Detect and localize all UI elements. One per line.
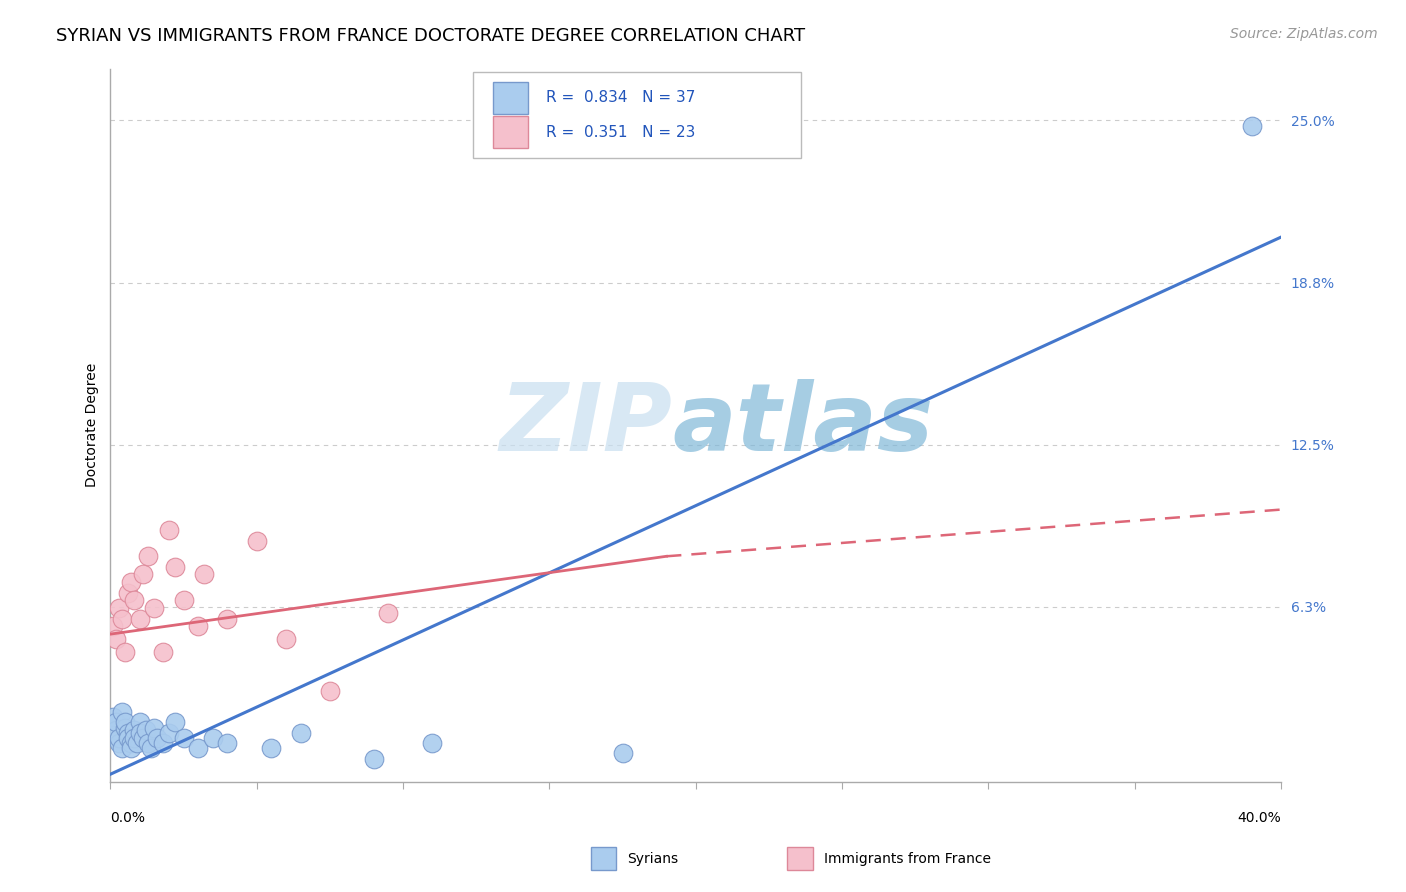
Point [377, 607, 399, 621]
Text: Source: ZipAtlas.com: Source: ZipAtlas.com [1230, 27, 1378, 41]
Point [138, 549, 160, 564]
Point [420, 736, 443, 750]
Point [173, 731, 195, 745]
Text: SYRIAN VS IMMIGRANTS FROM FRANCE DOCTORATE DEGREE CORRELATION CHART: SYRIAN VS IMMIGRANTS FROM FRANCE DOCTORA… [56, 27, 806, 45]
Point [108, 731, 131, 745]
Point [201, 731, 224, 745]
Point [114, 645, 136, 659]
Point [143, 721, 166, 735]
Point [363, 752, 385, 766]
Text: atlas: atlas [672, 379, 934, 471]
Point [122, 593, 145, 607]
Point [319, 684, 342, 698]
Text: 0.0%: 0.0% [111, 811, 145, 824]
Point [111, 741, 134, 756]
Point [612, 747, 634, 761]
Point [125, 736, 148, 750]
Point [131, 567, 153, 582]
Point [128, 725, 150, 739]
Point [105, 715, 128, 730]
Point [157, 725, 180, 739]
Point [290, 725, 312, 739]
Point [120, 575, 142, 590]
Text: R =  0.834   N = 37: R = 0.834 N = 37 [546, 90, 695, 105]
Point [114, 721, 136, 735]
Point [117, 585, 139, 599]
Point [103, 710, 125, 724]
Point [143, 601, 166, 615]
Text: Immigrants from France: Immigrants from France [824, 852, 991, 865]
Point [105, 723, 128, 738]
Text: R =  0.351   N = 23: R = 0.351 N = 23 [546, 125, 695, 140]
Point [135, 723, 157, 738]
Point [152, 645, 174, 659]
Point [103, 619, 125, 633]
Point [163, 559, 186, 574]
Point [1240, 119, 1263, 133]
Text: ZIP: ZIP [499, 379, 672, 471]
Point [111, 611, 134, 625]
Point [122, 723, 145, 738]
Point [246, 533, 269, 548]
FancyBboxPatch shape [494, 116, 529, 148]
Point [173, 593, 195, 607]
Point [117, 725, 139, 739]
FancyBboxPatch shape [494, 81, 529, 113]
Point [217, 611, 239, 625]
Point [157, 524, 180, 538]
Point [187, 741, 209, 756]
Point [108, 601, 131, 615]
Point [152, 736, 174, 750]
Point [146, 731, 169, 745]
Point [120, 736, 142, 750]
Y-axis label: Doctorate Degree: Doctorate Degree [86, 363, 100, 487]
Point [163, 715, 186, 730]
Point [111, 705, 134, 719]
Text: 40.0%: 40.0% [1237, 811, 1281, 824]
Text: Syrians: Syrians [627, 852, 678, 865]
Point [217, 736, 239, 750]
Point [131, 731, 153, 745]
Point [114, 715, 136, 730]
FancyBboxPatch shape [474, 72, 801, 158]
Point [122, 731, 145, 745]
Point [193, 567, 215, 582]
Point [108, 736, 131, 750]
Point [260, 741, 283, 756]
Point [128, 611, 150, 625]
Point [117, 731, 139, 745]
Point [105, 632, 128, 647]
Point [128, 715, 150, 730]
Point [187, 619, 209, 633]
Point [120, 741, 142, 756]
Point [138, 736, 160, 750]
Point [274, 632, 297, 647]
Point [141, 741, 163, 756]
